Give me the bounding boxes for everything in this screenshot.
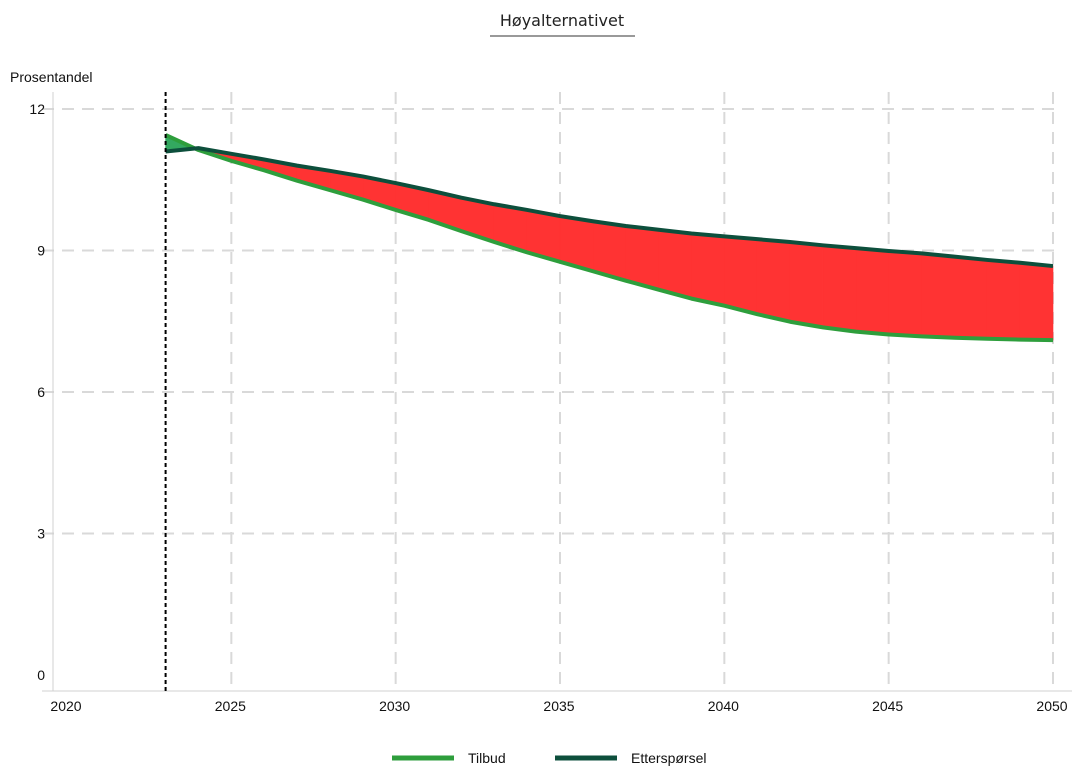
deficit-area: [756, 238, 791, 323]
y-tick-label: 12: [29, 101, 45, 117]
deficit-area: [954, 256, 988, 340]
series-line-tilbud: [164, 133, 1054, 343]
deficit-area: [888, 250, 922, 337]
deficit-area: [921, 252, 955, 339]
x-tick-label: 2030: [379, 698, 410, 714]
deficit-area: [724, 236, 758, 315]
y-tick-label: 9: [37, 243, 45, 259]
y-axis: 0 3 6 9 12: [29, 92, 54, 691]
grid: [42, 92, 1060, 688]
x-tick-label: 2020: [50, 698, 81, 714]
chart-title: Høyalternativet: [500, 11, 624, 30]
series-lines: [164, 133, 1054, 343]
x-tick-label: 2025: [215, 698, 246, 714]
legend-label-tilbud: Tilbud: [468, 750, 506, 766]
deficit-area: [855, 247, 889, 335]
deficit-area: [789, 241, 824, 328]
x-tick-label: 2045: [872, 698, 903, 714]
y-tick-label: 3: [37, 526, 45, 542]
x-tick-label: 2050: [1036, 698, 1067, 714]
y-tick-label: 6: [37, 384, 45, 400]
series-line-ettersporsel: [165, 146, 1054, 269]
x-tick-label: 2035: [543, 698, 574, 714]
legend: Tilbud Etterspørsel: [392, 750, 706, 766]
deficit-area: [658, 229, 692, 300]
y-tick-label: 0: [37, 667, 45, 683]
deficit-area: [691, 233, 725, 307]
x-tick-label: 2040: [708, 698, 739, 714]
deficit-area: [1019, 262, 1054, 341]
deficit-area: [822, 244, 857, 332]
x-axis: 2020 2025 2030 2035 2040 2045 2050: [42, 690, 1072, 714]
y-axis-label: Prosentandel: [10, 69, 93, 85]
legend-label-ettersporsel: Etterspørsel: [631, 750, 706, 766]
deficit-area: [986, 259, 1021, 340]
